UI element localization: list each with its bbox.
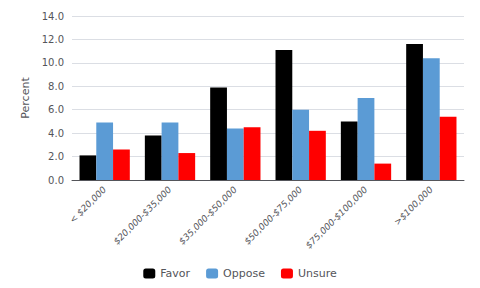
svg-text:$20,000-$35,000: $20,000-$35,000 (112, 184, 174, 246)
svg-text:6.0: 6.0 (48, 104, 64, 115)
svg-text:Favor: Favor (160, 267, 190, 280)
svg-text:Percent: Percent (19, 77, 32, 119)
svg-text:8.0: 8.0 (48, 81, 64, 92)
svg-text:$35,000-$50,000: $35,000-$50,000 (177, 184, 239, 246)
svg-text:4.0: 4.0 (48, 128, 64, 139)
svg-text:0.0: 0.0 (48, 175, 64, 186)
svg-text:Unsure: Unsure (298, 267, 337, 280)
svg-text:>$100,000: >$100,000 (392, 184, 435, 227)
svg-text:$50,000-$75,000: $50,000-$75,000 (242, 184, 304, 246)
svg-text:14.0: 14.0 (42, 11, 64, 22)
svg-text:10.0: 10.0 (42, 57, 64, 68)
svg-text:< $20,000: < $20,000 (68, 184, 109, 225)
svg-text:2.0: 2.0 (48, 151, 64, 162)
svg-text:$75,000-$100,000: $75,000-$100,000 (304, 184, 370, 250)
svg-text:Oppose: Oppose (223, 267, 265, 280)
svg-text:12.0: 12.0 (42, 34, 64, 45)
